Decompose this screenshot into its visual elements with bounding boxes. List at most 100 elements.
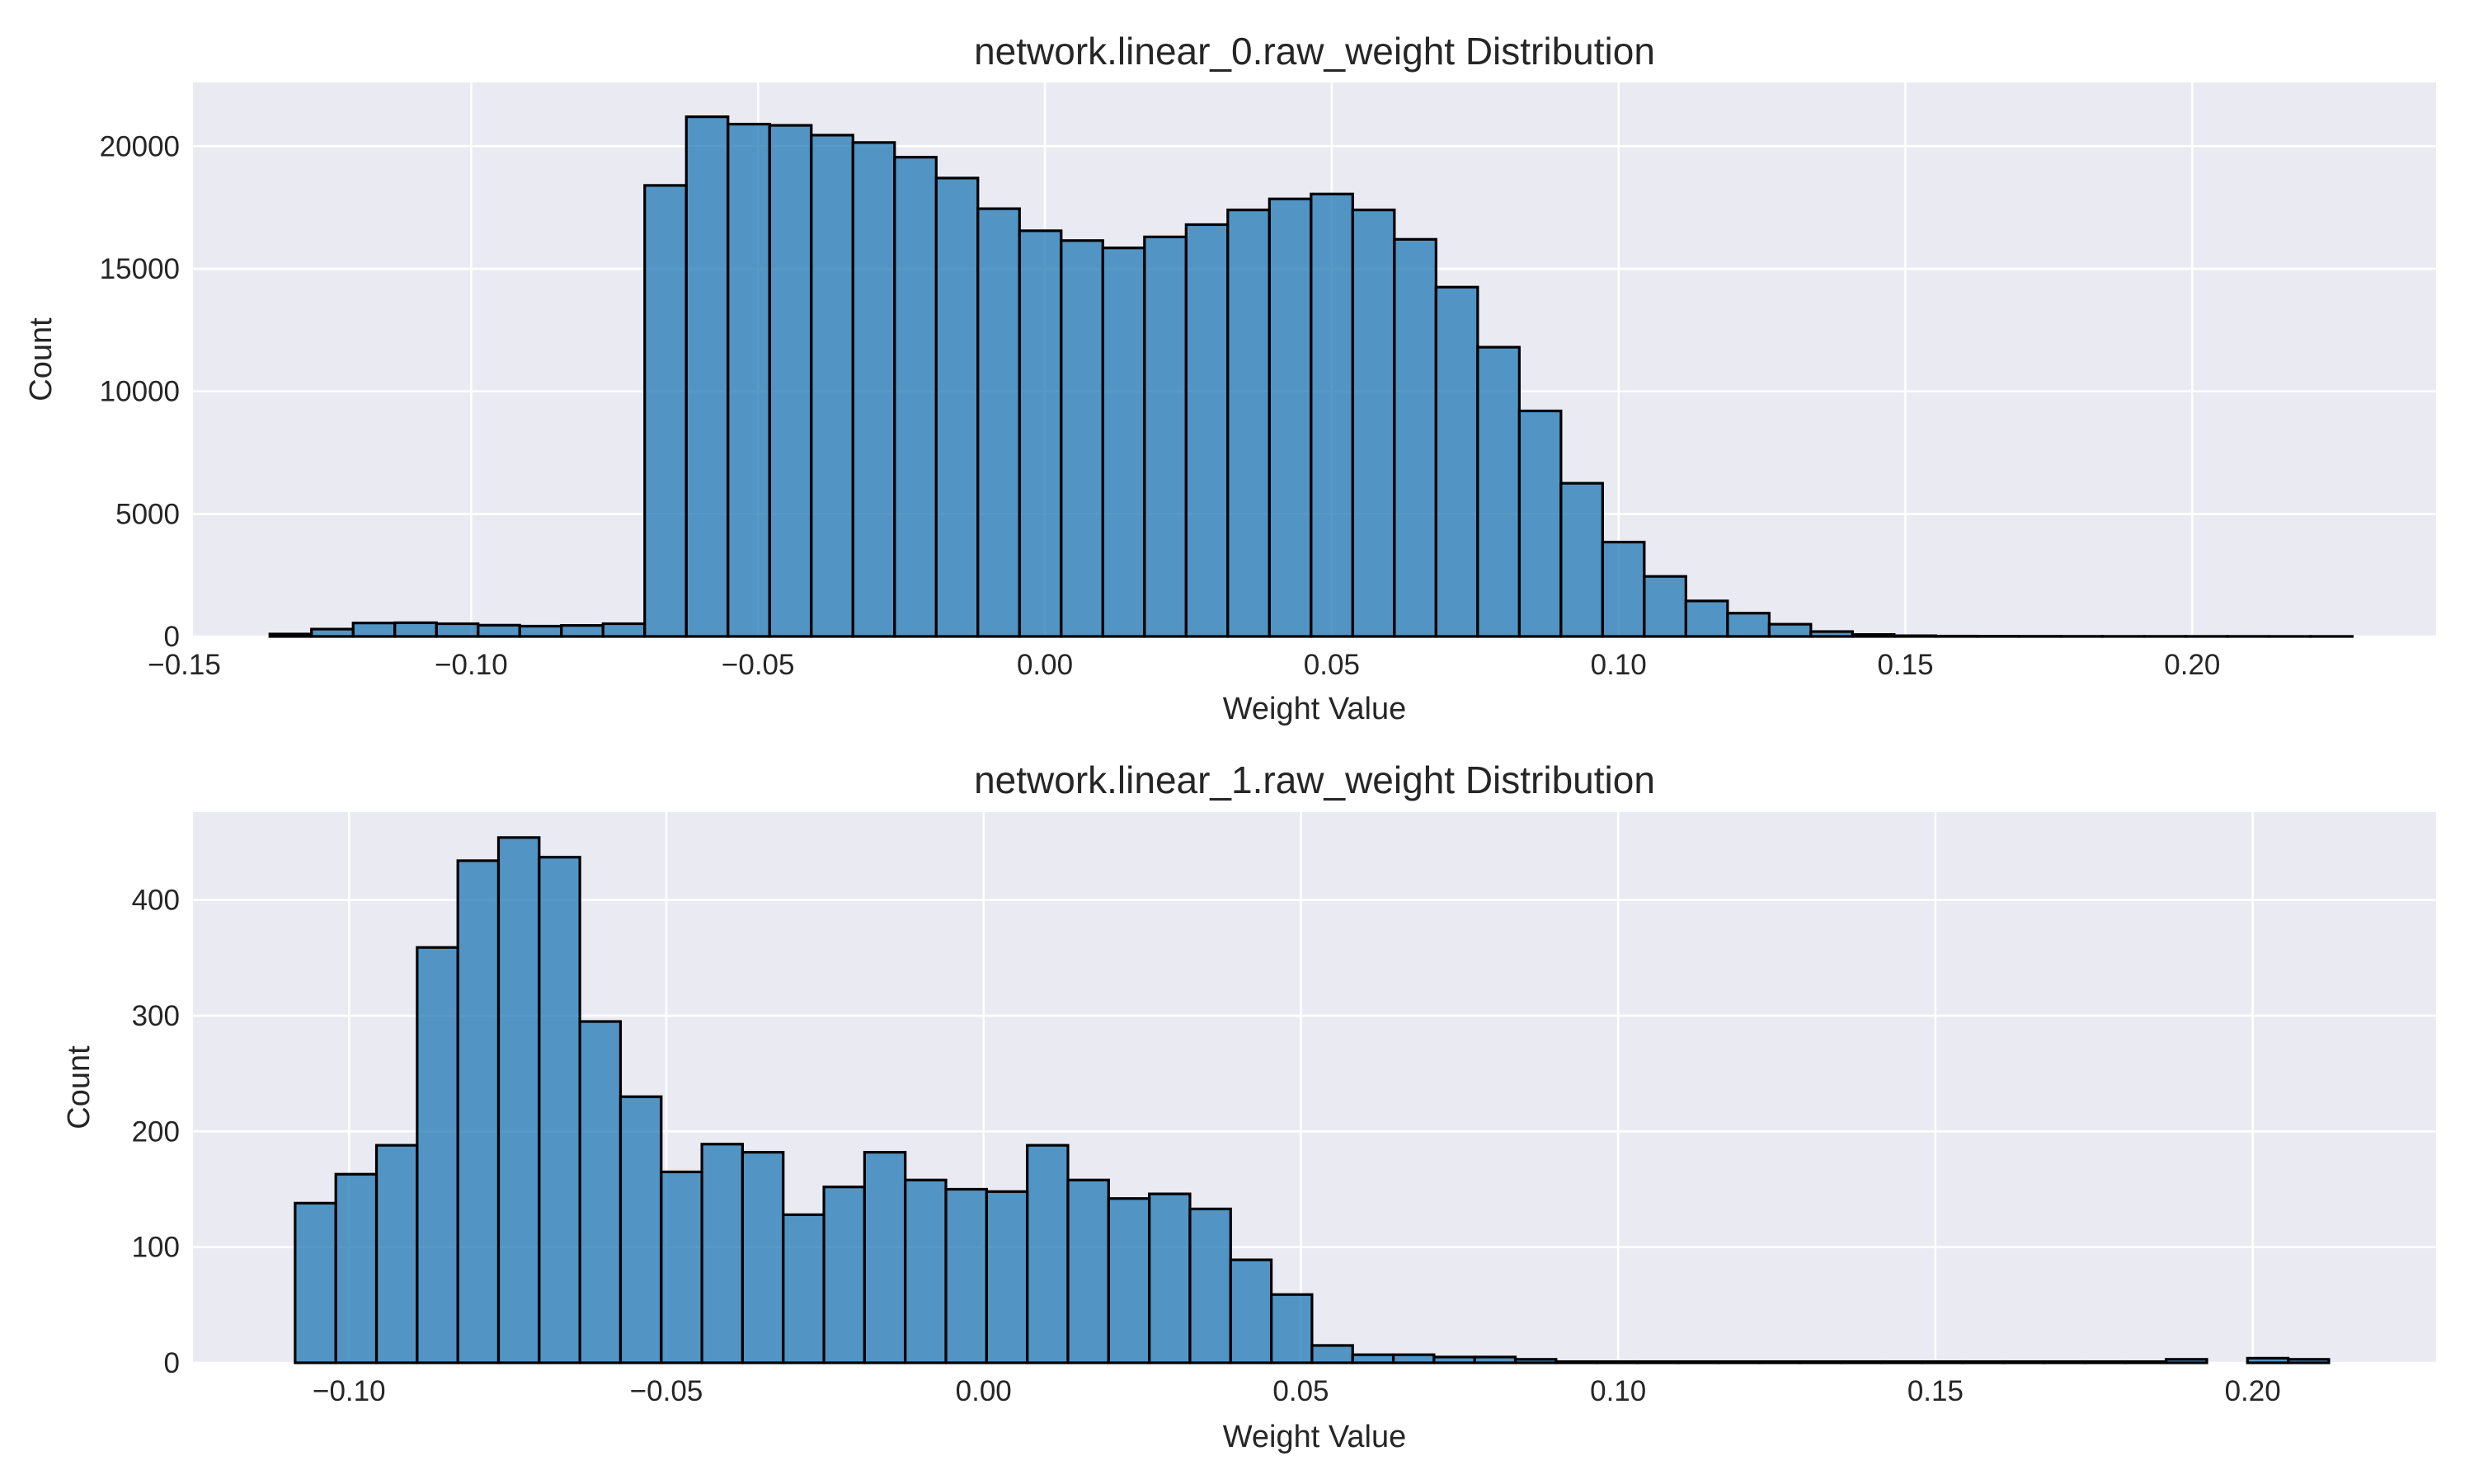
x-tick-label: 0.05 <box>1272 1375 1329 1407</box>
histogram-bar <box>660 1170 703 1364</box>
y-tick-label: 20000 <box>100 130 180 162</box>
y-tick-label: 5000 <box>115 498 180 530</box>
histogram-bar <box>538 856 581 1364</box>
histogram-bar <box>435 622 480 638</box>
histogram-bar <box>2165 1358 2208 1364</box>
histogram-bar <box>1432 1355 1476 1364</box>
histogram-bar <box>1060 239 1104 638</box>
histogram-bar <box>294 1201 337 1364</box>
histogram-bar <box>1066 1178 1110 1364</box>
x-tick-labels: −0.10 −0.05 0.00 0.05 0.10 0.15 0.20 <box>313 1375 2281 1407</box>
histogram-bar <box>822 1186 866 1364</box>
histogram-bar <box>2083 1360 2127 1364</box>
histogram-bar <box>1391 1353 1436 1364</box>
histogram-bar <box>1101 247 1146 638</box>
x-tick-label: −0.10 <box>313 1375 386 1407</box>
histogram-panel-linear-1: −0.10 −0.05 0.00 0.05 0.10 0.15 0.20 0 100 200 30… <box>62 758 2436 1454</box>
x-axis-label: Weight Value <box>1223 692 1407 726</box>
histogram-bar <box>1310 1344 1354 1364</box>
histogram-bar <box>1018 229 1063 638</box>
histogram-bar <box>1554 1360 1598 1364</box>
chart-title: network.linear_1.raw_weight Distribution <box>974 758 1655 801</box>
histogram-bar <box>351 622 397 638</box>
histogram-bar <box>2287 1358 2331 1364</box>
histogram-bar <box>416 946 459 1364</box>
histogram-bars <box>268 115 2354 638</box>
histogram-bar <box>334 1172 379 1364</box>
histogram-bar <box>1961 1360 2005 1364</box>
histogram-bar <box>1851 633 1896 638</box>
y-tick-label: 300 <box>132 1000 180 1032</box>
y-tick-label: 10000 <box>100 376 180 408</box>
histogram-bar <box>456 859 501 1364</box>
histogram-bar <box>496 836 541 1364</box>
histogram-bar <box>1757 1360 1802 1364</box>
histogram-bar <box>1513 1358 1558 1364</box>
histogram-bar <box>1268 197 1313 638</box>
histogram-bar <box>1767 622 1813 638</box>
y-tick-labels: 0 100 200 300 400 <box>132 885 180 1379</box>
histogram-bar <box>560 624 604 638</box>
histogram-bar <box>741 1150 785 1364</box>
chart-title: network.linear_0.raw_weight Distribution <box>974 30 1655 73</box>
x-tick-label: −0.05 <box>722 649 795 681</box>
x-tick-label: −0.15 <box>148 649 221 681</box>
x-tick-label: 0.00 <box>956 1375 1012 1407</box>
histogram-bar <box>810 134 854 638</box>
y-tick-label: 0 <box>164 621 180 653</box>
y-tick-label: 100 <box>132 1232 180 1264</box>
histogram-bar <box>976 207 1021 638</box>
histogram-bar <box>1799 1360 1842 1364</box>
histogram-bar <box>851 141 896 638</box>
histogram-bar <box>893 156 938 638</box>
histogram-bar <box>727 122 771 638</box>
histogram-bar <box>1351 1353 1395 1364</box>
histogram-bar <box>477 623 521 638</box>
x-tick-label: 0.10 <box>1590 1375 1646 1407</box>
histogram-bar <box>1476 345 1521 638</box>
x-tick-label: 0.05 <box>1304 649 1360 681</box>
histogram-bar <box>1148 1192 1192 1364</box>
histogram-bar <box>1635 1360 1680 1364</box>
histogram-bar <box>578 1020 623 1364</box>
x-tick-label: 0.20 <box>2225 1375 2281 1407</box>
histogram-bar <box>904 1178 948 1364</box>
histogram-bar <box>1677 1360 1720 1364</box>
histogram-bar <box>1229 1258 1273 1364</box>
histogram-bar <box>1143 235 1188 638</box>
histogram-bar <box>1107 1197 1151 1364</box>
histogram-bar <box>374 1144 419 1364</box>
y-tick-label: 400 <box>132 885 180 917</box>
histogram-bar <box>684 115 730 638</box>
histogram-bar <box>1921 1360 1964 1364</box>
histogram-bar <box>1517 409 1563 638</box>
histogram-bar <box>1559 481 1604 638</box>
histogram-bar <box>1351 209 1396 638</box>
histogram-bar <box>393 621 438 638</box>
y-tick-labels: 0 5000 10000 15000 20000 <box>100 130 180 653</box>
histogram-bar <box>268 632 313 638</box>
histogram-bar <box>1226 209 1271 638</box>
y-tick-label: 200 <box>132 1115 180 1148</box>
histogram-bar <box>1270 1293 1314 1364</box>
histogram-bar <box>1393 237 1437 638</box>
histogram-bar <box>601 622 647 638</box>
y-axis-label: Count <box>24 317 59 402</box>
x-tick-label: 0.00 <box>1017 649 1073 681</box>
histogram-bar <box>1473 1355 1517 1364</box>
histogram-bar <box>618 1095 663 1364</box>
histogram-bar <box>2246 1356 2290 1364</box>
x-axis-label: Weight Value <box>1223 1420 1407 1454</box>
histogram-bar <box>1717 1360 1761 1364</box>
histogram-bar <box>643 184 688 638</box>
x-tick-label: 0.10 <box>1591 649 1647 681</box>
histogram-bar <box>1839 1360 1884 1364</box>
histogram-bar <box>700 1143 745 1364</box>
y-axis-label: Count <box>62 1045 96 1129</box>
histogram-bar <box>518 624 563 638</box>
histogram-bar <box>934 176 980 638</box>
x-tick-label: 0.20 <box>2164 649 2220 681</box>
histogram-bar <box>1595 1360 1639 1364</box>
histogram-bar <box>768 124 813 638</box>
